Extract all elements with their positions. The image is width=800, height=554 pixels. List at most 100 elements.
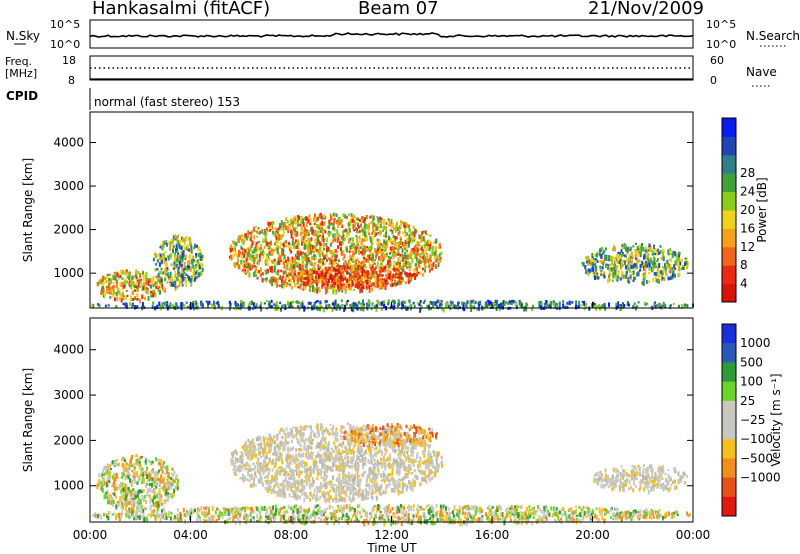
echo-cell (385, 483, 388, 487)
echo-cell (384, 280, 387, 285)
echo-cell (291, 305, 294, 308)
echo-cell (293, 231, 296, 237)
echo-cell (595, 267, 597, 272)
echo-cell (304, 235, 307, 238)
echo-cell (349, 285, 352, 291)
colorbar-swatch (722, 173, 736, 193)
echo-cell (346, 231, 349, 234)
echo-cell (356, 258, 359, 262)
echo-cell (437, 262, 440, 268)
echo-cell (416, 260, 419, 263)
echo-cell (304, 242, 306, 248)
echo-cell (358, 238, 361, 243)
echo-cell (292, 227, 295, 231)
echo-cell (201, 267, 204, 273)
echo-cell (106, 291, 109, 294)
echo-cell (164, 250, 167, 254)
echo-cell (411, 258, 414, 263)
echo-cell (309, 281, 312, 286)
echo-cell (608, 302, 610, 307)
echo-cell (164, 277, 167, 282)
echo-cell (354, 284, 357, 288)
echo-cell (403, 222, 406, 228)
echo-cell (353, 270, 356, 275)
echo-cell (173, 281, 176, 286)
echo-cell (119, 281, 122, 287)
echo-cell (101, 484, 104, 488)
echo-cell (367, 227, 370, 233)
echo-cell (341, 240, 344, 245)
echo-cell (109, 494, 112, 497)
echo-cell (287, 229, 289, 232)
echo-cell (282, 276, 284, 279)
echo-cell (309, 243, 312, 248)
echo-cell (404, 305, 407, 309)
echo-cell (532, 304, 534, 308)
echo-cell (379, 233, 382, 236)
colorbar-swatch (722, 191, 736, 211)
echo-cell (302, 218, 305, 222)
echo-cell (324, 230, 327, 234)
echo-cell (417, 271, 420, 275)
echo-cell (640, 263, 643, 268)
echo-cell (265, 258, 268, 261)
echo-cell (324, 279, 327, 282)
echo-cell (382, 300, 385, 305)
echo-cell (102, 291, 105, 296)
echo-cell (117, 287, 120, 292)
echo-cell (108, 282, 110, 287)
echo-cell (325, 251, 328, 254)
echo-cell (174, 254, 176, 258)
echo-cell (391, 471, 394, 476)
echo-cell (173, 488, 176, 493)
echo-cell (337, 245, 340, 249)
echo-cell (371, 283, 374, 286)
echo-cell (304, 277, 307, 280)
echo-cell (360, 303, 363, 309)
echo-cell (669, 266, 672, 271)
echo-cell (181, 272, 184, 275)
echo-cell (310, 262, 313, 266)
echo-cell (352, 301, 355, 307)
echo-cell (401, 258, 404, 262)
echo-cell (368, 232, 371, 236)
echo-cell (324, 272, 327, 277)
echo-cell (332, 223, 335, 229)
echo-cell (379, 271, 382, 276)
echo-cell (342, 257, 345, 261)
echo-cell (245, 236, 248, 241)
echo-cell (338, 265, 341, 268)
echo-cell (287, 241, 290, 245)
echo-cell (381, 244, 384, 248)
echo-cell (282, 248, 285, 253)
echo-cell (159, 462, 162, 466)
echo-cell (637, 301, 640, 304)
echo-cell (190, 304, 193, 308)
echo-cell (184, 257, 187, 261)
echo-cell (100, 480, 103, 485)
echo-cell (291, 256, 294, 260)
echo-cell (244, 271, 247, 275)
echo-cell (440, 251, 443, 255)
echo-cell (549, 305, 552, 309)
echo-cell (348, 250, 351, 253)
echo-cell (199, 250, 202, 255)
echo-cell (614, 270, 617, 275)
echo-cell (317, 259, 320, 262)
echo-cell (353, 264, 356, 269)
echo-cell (410, 250, 413, 254)
echo-cell (336, 268, 339, 272)
echo-cell (280, 269, 283, 273)
echo-cell (301, 265, 304, 269)
echo-cell (270, 240, 272, 246)
echo-cell (321, 258, 323, 262)
echo-cell (308, 214, 311, 217)
echo-cell (290, 264, 293, 267)
echo-cell (383, 243, 386, 248)
echo-cell (301, 255, 304, 259)
echo-cell (334, 272, 337, 277)
echo-cell (328, 303, 331, 309)
echo-cell (335, 427, 338, 432)
echo-cell (382, 225, 385, 231)
echo-cell (276, 277, 279, 283)
